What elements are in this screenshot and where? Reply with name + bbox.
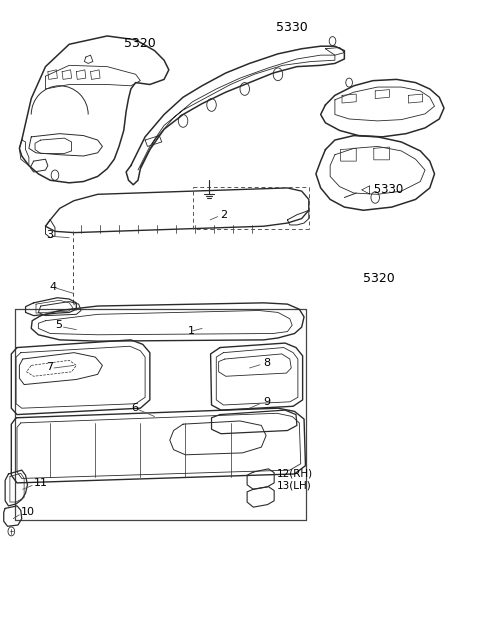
Text: 7: 7 [47,362,54,372]
Text: 10: 10 [21,507,35,517]
Text: 12(RH): 12(RH) [277,469,313,479]
Text: 5320: 5320 [363,272,395,285]
Text: 9: 9 [263,397,270,408]
Text: 4: 4 [49,282,56,292]
Text: 11: 11 [34,478,48,488]
Text: 6: 6 [131,403,138,413]
Text: 5320: 5320 [124,37,156,50]
Text: 3: 3 [47,229,53,240]
Text: ◁ 5330: ◁ 5330 [361,183,403,196]
Text: 2: 2 [220,210,227,220]
Text: 8: 8 [263,358,270,368]
Text: 5: 5 [55,320,62,330]
Text: 5330: 5330 [276,21,307,33]
Text: 1: 1 [188,326,195,336]
Text: 13(LH): 13(LH) [277,480,312,491]
